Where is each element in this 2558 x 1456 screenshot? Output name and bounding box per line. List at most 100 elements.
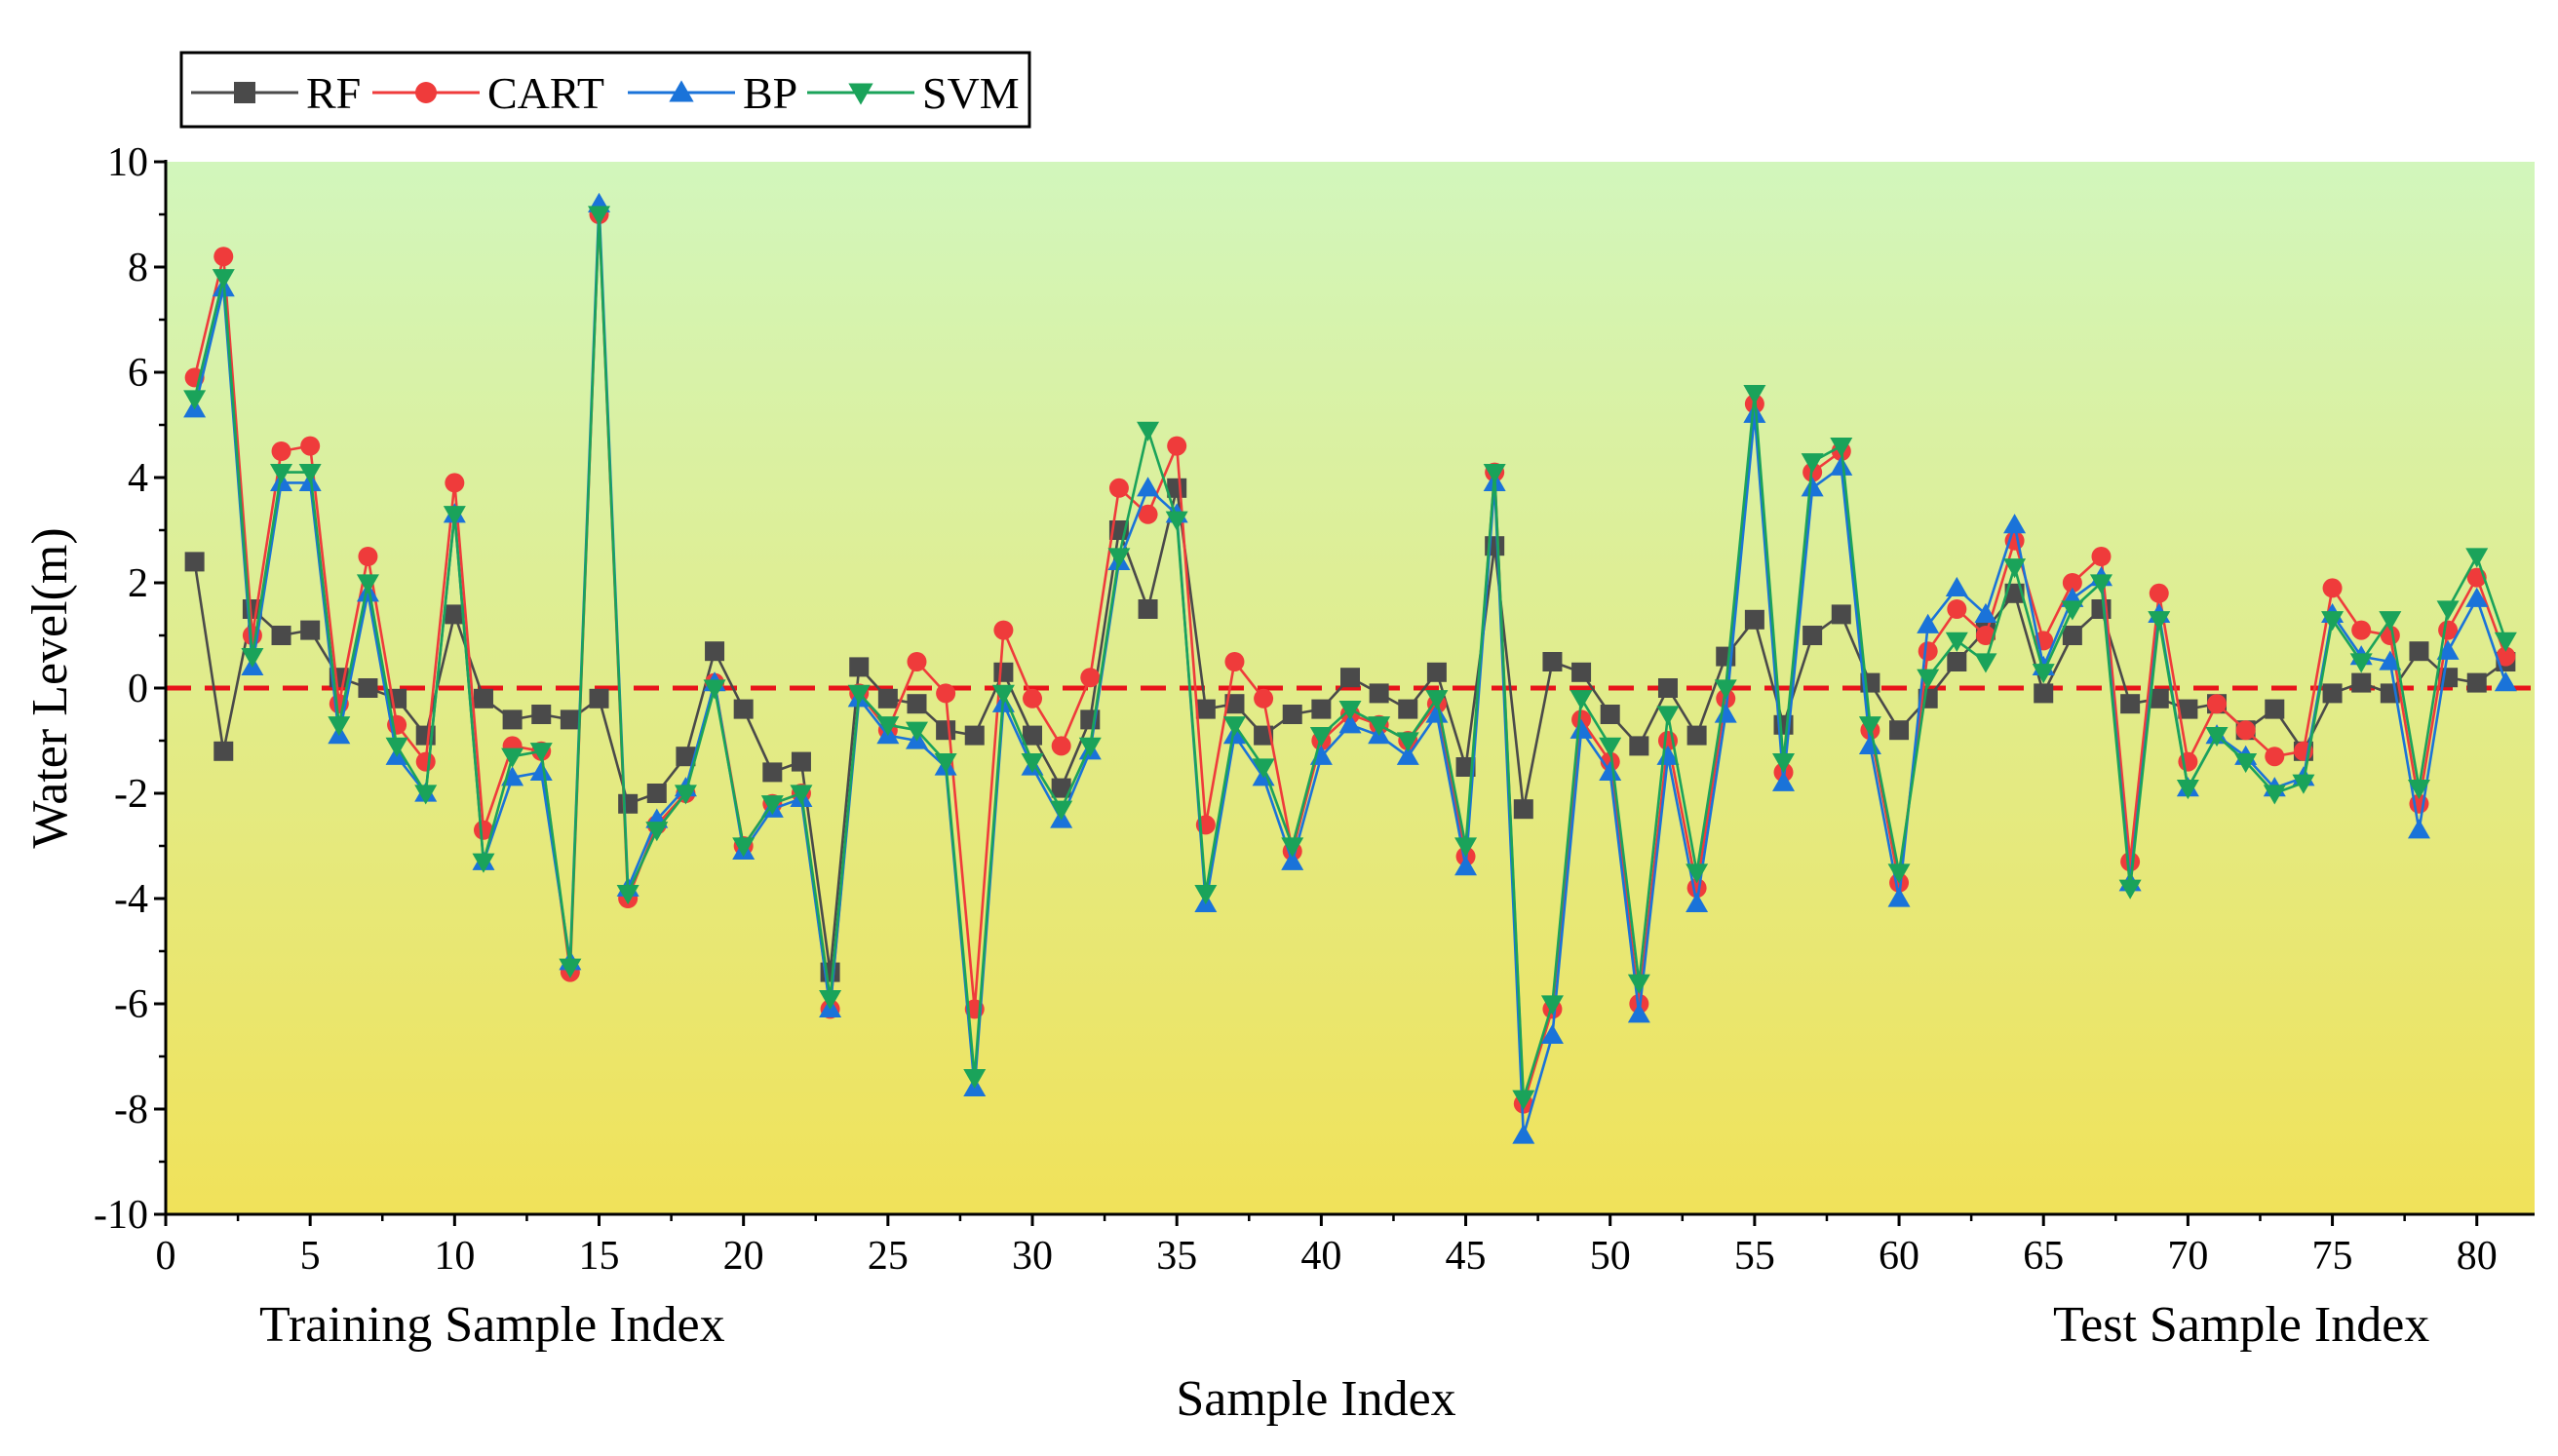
training-sample-annotation: Training Sample Index [259, 1297, 725, 1353]
legend-item-bp: BP [628, 68, 797, 118]
data-point-svm [2032, 664, 2055, 684]
data-point-cart [1108, 478, 1129, 498]
data-point-svm [2349, 653, 2373, 673]
data-point-cart [271, 441, 291, 461]
data-point-svm [1338, 700, 1362, 721]
data-point-rf [1744, 609, 1764, 630]
legend-label: SVM [922, 68, 1020, 118]
data-point-rf [1802, 626, 1823, 645]
series-layer [183, 192, 2517, 1144]
y-tick-label: 8 [128, 246, 148, 290]
data-point-cart [300, 436, 321, 456]
y-tick-label: -6 [114, 982, 148, 1027]
data-point-bp [1801, 477, 1824, 497]
data-point-svm [703, 679, 726, 700]
data-point-rf [531, 705, 552, 724]
data-point-rf [2149, 688, 2169, 709]
data-point-svm [241, 647, 264, 669]
data-point-bp [1830, 455, 1853, 476]
data-point-bp [1425, 703, 1449, 723]
data-point-bp [1570, 718, 1593, 739]
data-point-svm [588, 206, 611, 226]
data-point-rf [184, 552, 205, 572]
data-point-bp [1599, 760, 1622, 782]
data-point-svm [1107, 548, 1131, 568]
data-point-rf [589, 688, 609, 709]
x-tick-label: 30 [1012, 1234, 1053, 1279]
data-point-bp [1540, 1023, 1564, 1045]
data-point-cart [415, 751, 436, 772]
data-point-bp [1512, 1124, 1535, 1144]
data-point-svm [1078, 737, 1102, 757]
data-point-svm [529, 743, 553, 763]
data-point-svm [790, 785, 813, 805]
data-point-svm [1945, 632, 1968, 652]
data-point-rf [358, 678, 378, 698]
data-point-rf [1889, 720, 1910, 741]
data-point-svm [1483, 463, 1506, 484]
data-point-svm [183, 390, 207, 410]
data-point-cart [445, 473, 465, 493]
data-point-rf [1947, 652, 1967, 671]
y-axis-title: Water Level(m) [22, 527, 78, 848]
data-point-rf [1369, 683, 1389, 704]
data-point-rf [473, 688, 493, 709]
tick-labels: -10 -8 -6 -4 -2 0 2 4 6 8 10 0 5 10 15 20 25 30 35 40 45 50 55… [94, 140, 2498, 1279]
data-point-cart [936, 683, 956, 704]
data-point-rf [1629, 736, 1649, 756]
data-point-svm [2379, 611, 2402, 632]
data-point-cart [213, 247, 234, 267]
data-point-rf [733, 699, 754, 719]
data-point-svm [2176, 779, 2199, 800]
x-tick-label: 35 [1156, 1234, 1197, 1279]
data-point-rf [2466, 672, 2487, 693]
data-point-rf [877, 688, 898, 709]
data-point-bp [1454, 856, 1478, 876]
data-point-bp [1338, 713, 1362, 734]
data-point-svm [443, 506, 466, 526]
legend-label: RF [306, 68, 361, 118]
data-point-bp [1686, 892, 1709, 913]
data-point-rf [1282, 705, 1302, 724]
data-point-svm [1194, 884, 1218, 905]
data-point-svm [1368, 716, 1391, 737]
x-tick-label: 0 [156, 1234, 176, 1279]
legend-marker [234, 82, 255, 103]
data-point-rf [502, 709, 523, 730]
data-point-bp [1743, 402, 1766, 423]
data-point-cart [2380, 626, 2400, 645]
data-point-svm [2494, 632, 2517, 652]
data-point-bp [1772, 771, 1796, 791]
data-point-cart [358, 547, 378, 566]
data-point-bp [2494, 671, 2517, 692]
data-point-svm [212, 269, 235, 289]
legend-item-svm: SVM [807, 68, 1020, 118]
x-tick-label: 45 [1446, 1234, 1487, 1279]
data-point-cart [2120, 852, 2141, 872]
data-point-svm [2407, 779, 2430, 800]
data-point-rf [849, 657, 870, 677]
data-point-svm [1686, 863, 1709, 884]
data-point-rf [964, 725, 985, 746]
legend-label: BP [743, 68, 797, 118]
data-point-svm [819, 989, 842, 1011]
data-point-svm [2061, 600, 2084, 621]
data-point-bp [1887, 887, 1911, 907]
data-point-svm [1309, 726, 1333, 747]
data-point-svm [1222, 716, 1246, 737]
data-point-svm [2118, 879, 2142, 900]
data-point-cart [1975, 626, 1996, 645]
data-point-svm [674, 785, 697, 805]
data-point-rf [2062, 626, 2082, 645]
data-point-svm [1165, 511, 1188, 531]
data-point-cart [473, 820, 493, 840]
data-point-svm [991, 684, 1015, 705]
data-point-bp [1137, 477, 1160, 497]
data-point-cart [2207, 694, 2228, 714]
data-point-rf [791, 751, 811, 772]
data-point-cart [1051, 736, 1071, 756]
data-point-svm [2321, 611, 2345, 632]
data-point-rf [762, 762, 783, 783]
data-point-cart [2351, 620, 2372, 640]
